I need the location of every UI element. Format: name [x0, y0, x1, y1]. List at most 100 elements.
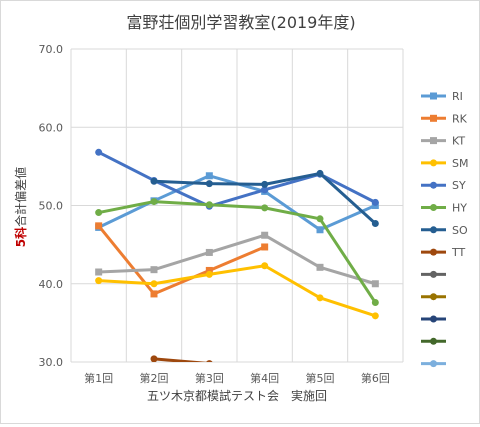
legend-swatch-marker	[430, 270, 437, 278]
legend-item	[421, 293, 446, 301]
series-sm	[95, 262, 379, 320]
legend-swatch-marker	[430, 137, 437, 145]
data-point	[261, 180, 269, 188]
data-point	[150, 280, 158, 288]
data-point	[261, 204, 269, 212]
data-point	[95, 277, 103, 285]
series-line	[98, 200, 377, 304]
data-point	[371, 299, 379, 307]
data-point	[316, 169, 324, 177]
data-point	[316, 226, 324, 234]
x-tick-label: 第2回	[140, 371, 169, 385]
series-kt	[95, 231, 379, 288]
series-hy	[95, 198, 379, 307]
y-axis-label: 5科合計偏差値	[13, 167, 28, 247]
series-line	[98, 233, 376, 286]
data-point	[261, 262, 269, 270]
y-tick-label: 60.0	[39, 121, 64, 134]
data-point	[261, 243, 269, 251]
y-tick-label: 50.0	[39, 200, 64, 213]
legend-swatch-marker	[430, 92, 437, 100]
series-line	[98, 264, 376, 318]
data-point	[205, 248, 213, 256]
legend-item	[421, 337, 446, 345]
data-point	[316, 294, 324, 302]
y-tick-label: 30.0	[39, 356, 64, 369]
x-tick-label: 第6回	[361, 371, 390, 385]
series-tt	[150, 355, 213, 362]
legend-item: RK	[421, 112, 468, 125]
data-point	[261, 231, 269, 239]
data-point	[205, 172, 213, 180]
legend-label: SO	[452, 224, 468, 237]
data-point	[205, 270, 213, 278]
data-point	[206, 360, 213, 362]
x-tick-label: 第4回	[250, 371, 279, 385]
legend-item	[421, 360, 446, 368]
data-point	[150, 177, 158, 185]
data-point	[95, 222, 103, 230]
data-point	[205, 266, 213, 274]
data-point	[150, 266, 158, 274]
legend-item: HY	[421, 202, 467, 215]
x-tick-label: 第1回	[84, 371, 113, 385]
legend-swatch-marker	[430, 114, 437, 122]
y-axis-label-prefix: 5科	[13, 227, 28, 247]
y-tick-labels: 30.0 40.0 50.0 60.0 70.0	[39, 43, 64, 369]
data-point	[371, 198, 379, 206]
series-rk	[95, 222, 269, 298]
legend-swatch-marker	[430, 337, 437, 345]
data-point	[205, 201, 213, 209]
legend-item: SO	[421, 224, 468, 237]
legend-swatch-marker	[430, 204, 437, 211]
legend-item: KT	[421, 135, 465, 148]
data-point	[205, 180, 213, 188]
series-group	[95, 148, 379, 362]
data-point	[371, 312, 379, 320]
series-line	[97, 224, 266, 296]
legend-swatch-marker	[430, 159, 437, 167]
legend-item: TT	[421, 246, 466, 259]
y-axis-label-rest: 合計偏差値	[13, 167, 28, 227]
data-point	[261, 186, 269, 194]
y-tick-label: 40.0	[39, 278, 64, 291]
legend-item	[421, 315, 446, 323]
data-point	[316, 215, 324, 223]
y-tick-label: 70.0	[39, 43, 64, 56]
legend-swatch-marker	[430, 293, 437, 301]
legend-item: SY	[421, 179, 466, 192]
legend-label: TT	[451, 246, 466, 259]
x-tick-label: 第3回	[195, 371, 224, 385]
legend-label: RK	[452, 112, 468, 125]
legend-swatch-marker	[430, 360, 437, 368]
x-tick-labels: 第1回 第2回 第3回 第4回 第5回 第6回	[84, 371, 390, 385]
chart-title: 富野荘個別学習教室(2019年度)	[126, 13, 355, 32]
data-point	[150, 355, 158, 362]
legend-swatch-marker	[430, 248, 437, 256]
data-point	[150, 198, 158, 206]
legend-item	[421, 270, 446, 278]
legend-label: HY	[452, 202, 467, 215]
legend-label: SM	[452, 157, 468, 170]
series-line	[97, 150, 377, 208]
legend-label: KT	[452, 135, 465, 148]
data-point	[95, 209, 103, 217]
data-point	[371, 219, 379, 227]
data-point	[95, 148, 103, 156]
legend-label: RI	[452, 90, 463, 103]
data-point	[316, 263, 324, 271]
data-point	[371, 280, 379, 288]
legend-swatch-marker	[430, 226, 437, 234]
data-point	[150, 290, 158, 298]
series-line	[153, 357, 209, 362]
legend-label: SY	[452, 179, 466, 192]
x-tick-label: 第5回	[306, 371, 335, 385]
legend: RI RK KT SM SY HY SO TT	[421, 90, 468, 368]
x-axis-label: 五ツ木京都模試テスト会 実施回	[147, 388, 327, 403]
legend-item: RI	[421, 90, 463, 103]
legend-swatch-marker	[430, 315, 437, 323]
data-point	[95, 268, 103, 276]
legend-item: SM	[421, 157, 468, 170]
